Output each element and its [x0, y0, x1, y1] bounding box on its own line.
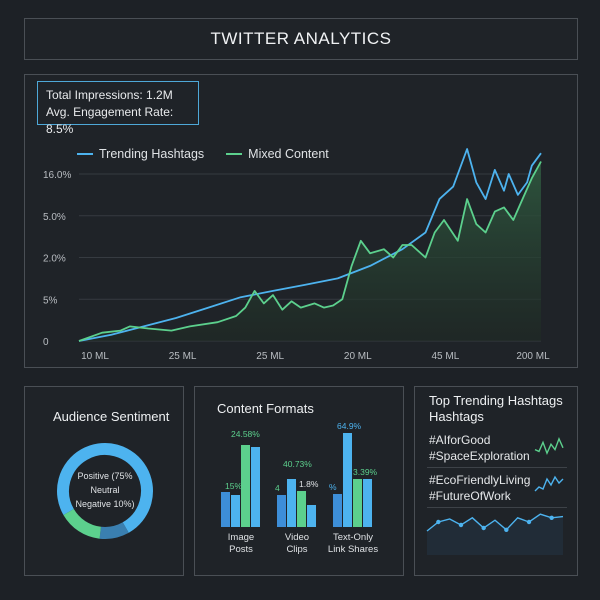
audience-sentiment-panel: Audience Sentiment Positive (75% Neutral N… [24, 386, 184, 576]
chart-legend: Trending Hashtags Mixed Content [77, 147, 351, 161]
format-label: Video [285, 532, 309, 543]
trend-area [427, 514, 563, 555]
trend-point [458, 522, 464, 528]
format-data-label: 64.9% [337, 421, 362, 431]
hashtags-title-line2: Hashtags [429, 409, 484, 424]
trend-point [526, 519, 532, 525]
avg-engagement-rate: Avg. Engagement Rate: 8.5% [46, 105, 174, 136]
format-data-label: 15% [225, 481, 242, 491]
format-bar [251, 447, 260, 527]
format-data-label: 1.8% [299, 479, 319, 489]
format-bar [333, 494, 342, 527]
format-bar [307, 505, 316, 527]
hashtag-divider [427, 507, 567, 508]
format-bar [297, 491, 306, 527]
format-bar [363, 479, 372, 527]
trend-point [481, 525, 486, 531]
format-bar [287, 479, 296, 527]
format-bar [343, 433, 352, 527]
summary-box: Total Impressions: 1.2M Avg. Engagement … [37, 81, 199, 136]
hashtag-aiforgood[interactable]: #AIforGood [429, 433, 491, 447]
hashtag-futureofwork[interactable]: #FutureOfWork [429, 489, 511, 503]
sentiment-title: Audience Sentiment [53, 409, 170, 424]
format-label: Clips [286, 544, 307, 555]
x-tick-label: 25 ML [256, 351, 284, 362]
trend-point [436, 519, 441, 525]
sparkline-aiforgood [534, 436, 564, 456]
sparkline-ecofriendly [534, 475, 564, 492]
donut-slice [57, 443, 153, 539]
top-hashtags-panel: Top Trending Hashtags Hashtags #AIforGoo… [414, 386, 578, 576]
hashtag-sparklines [426, 436, 564, 555]
trend-point [549, 515, 554, 520]
format-data-label: 4 [275, 483, 280, 493]
hashtags-title: Top Trending Hashtags Hashtags [429, 393, 563, 425]
mixed-content-line [78, 161, 542, 342]
hashtags-title-line1: Top Trending Hashtags [429, 393, 563, 408]
x-tick-label: 25 ML [169, 351, 197, 362]
y-tick-label: 16.0% [43, 170, 71, 181]
trend-line [426, 513, 564, 532]
formats-title: Content Formats [217, 401, 314, 416]
content-formats-panel: Content Formats Image Posts 15% 24.58% Video… [194, 386, 404, 576]
total-impressions: Total Impressions: 1.2M [46, 88, 173, 102]
legend-label-trending: Trending Hashtags [99, 147, 205, 161]
format-bar [241, 445, 250, 527]
legend-swatch-trending [77, 153, 93, 155]
y-tick-label: 5% [43, 295, 58, 306]
trend-point [504, 527, 509, 532]
sentiment-label: Neutral [90, 485, 119, 495]
x-tick-label: 45 ML [432, 351, 460, 362]
y-tick-label: 0 [43, 337, 49, 348]
hashtag-divider [427, 467, 567, 468]
sentiment-label: Negative 10%) [75, 499, 134, 509]
format-data-label: % [329, 482, 337, 492]
x-tick-label: 20 ML [344, 351, 372, 362]
legend-item-trending[interactable]: Trending Hashtags [77, 147, 204, 161]
format-label: Image [228, 532, 254, 543]
trending-hashtags-line [78, 148, 542, 342]
format-bar [231, 495, 240, 527]
legend-label-mixed: Mixed Content [248, 147, 329, 161]
x-tick-label: 10 ML [81, 351, 109, 362]
format-data-label: 3.39% [353, 467, 378, 477]
format-data-label: 24.58% [231, 429, 260, 439]
y-tick-label: 2.0% [43, 254, 66, 265]
y-tick-label: 5.0% [43, 212, 66, 223]
x-tick-label: 200 ML [516, 351, 550, 362]
legend-swatch-mixed [226, 153, 243, 155]
hashtag-ecofriendlyliving[interactable]: #EcoFriendlyLiving [429, 473, 531, 487]
format-bar [277, 495, 286, 527]
legend-item-mixed[interactable]: Mixed Content [226, 147, 329, 161]
page-title: TWITTER ANALYTICS [210, 29, 392, 48]
hashtag-spaceexploration[interactable]: #SpaceExploration [429, 449, 530, 463]
sentiment-label: Positive (75% [77, 471, 132, 481]
impressions-chart-panel: 0 5% 2.0% 5.0% 16.0% 10 ML 25 ML 25 ML 20 ML 45 M… [24, 74, 578, 368]
title-bar: TWITTER ANALYTICS [24, 18, 578, 60]
format-label: Posts [229, 544, 253, 555]
format-bar [353, 479, 362, 527]
format-label: Link Shares [328, 544, 378, 555]
format-bar [221, 492, 230, 527]
line-chart: 0 5% 2.0% 5.0% 16.0% 10 ML 25 ML 25 ML 20 ML 45 M… [43, 148, 550, 362]
sentiment-donut: Positive (75% Neutral Negative 10%) [57, 443, 153, 539]
format-label: Text-Only [333, 532, 373, 543]
mixed-content-area [79, 161, 541, 341]
format-data-label: 40.73% [283, 459, 312, 469]
